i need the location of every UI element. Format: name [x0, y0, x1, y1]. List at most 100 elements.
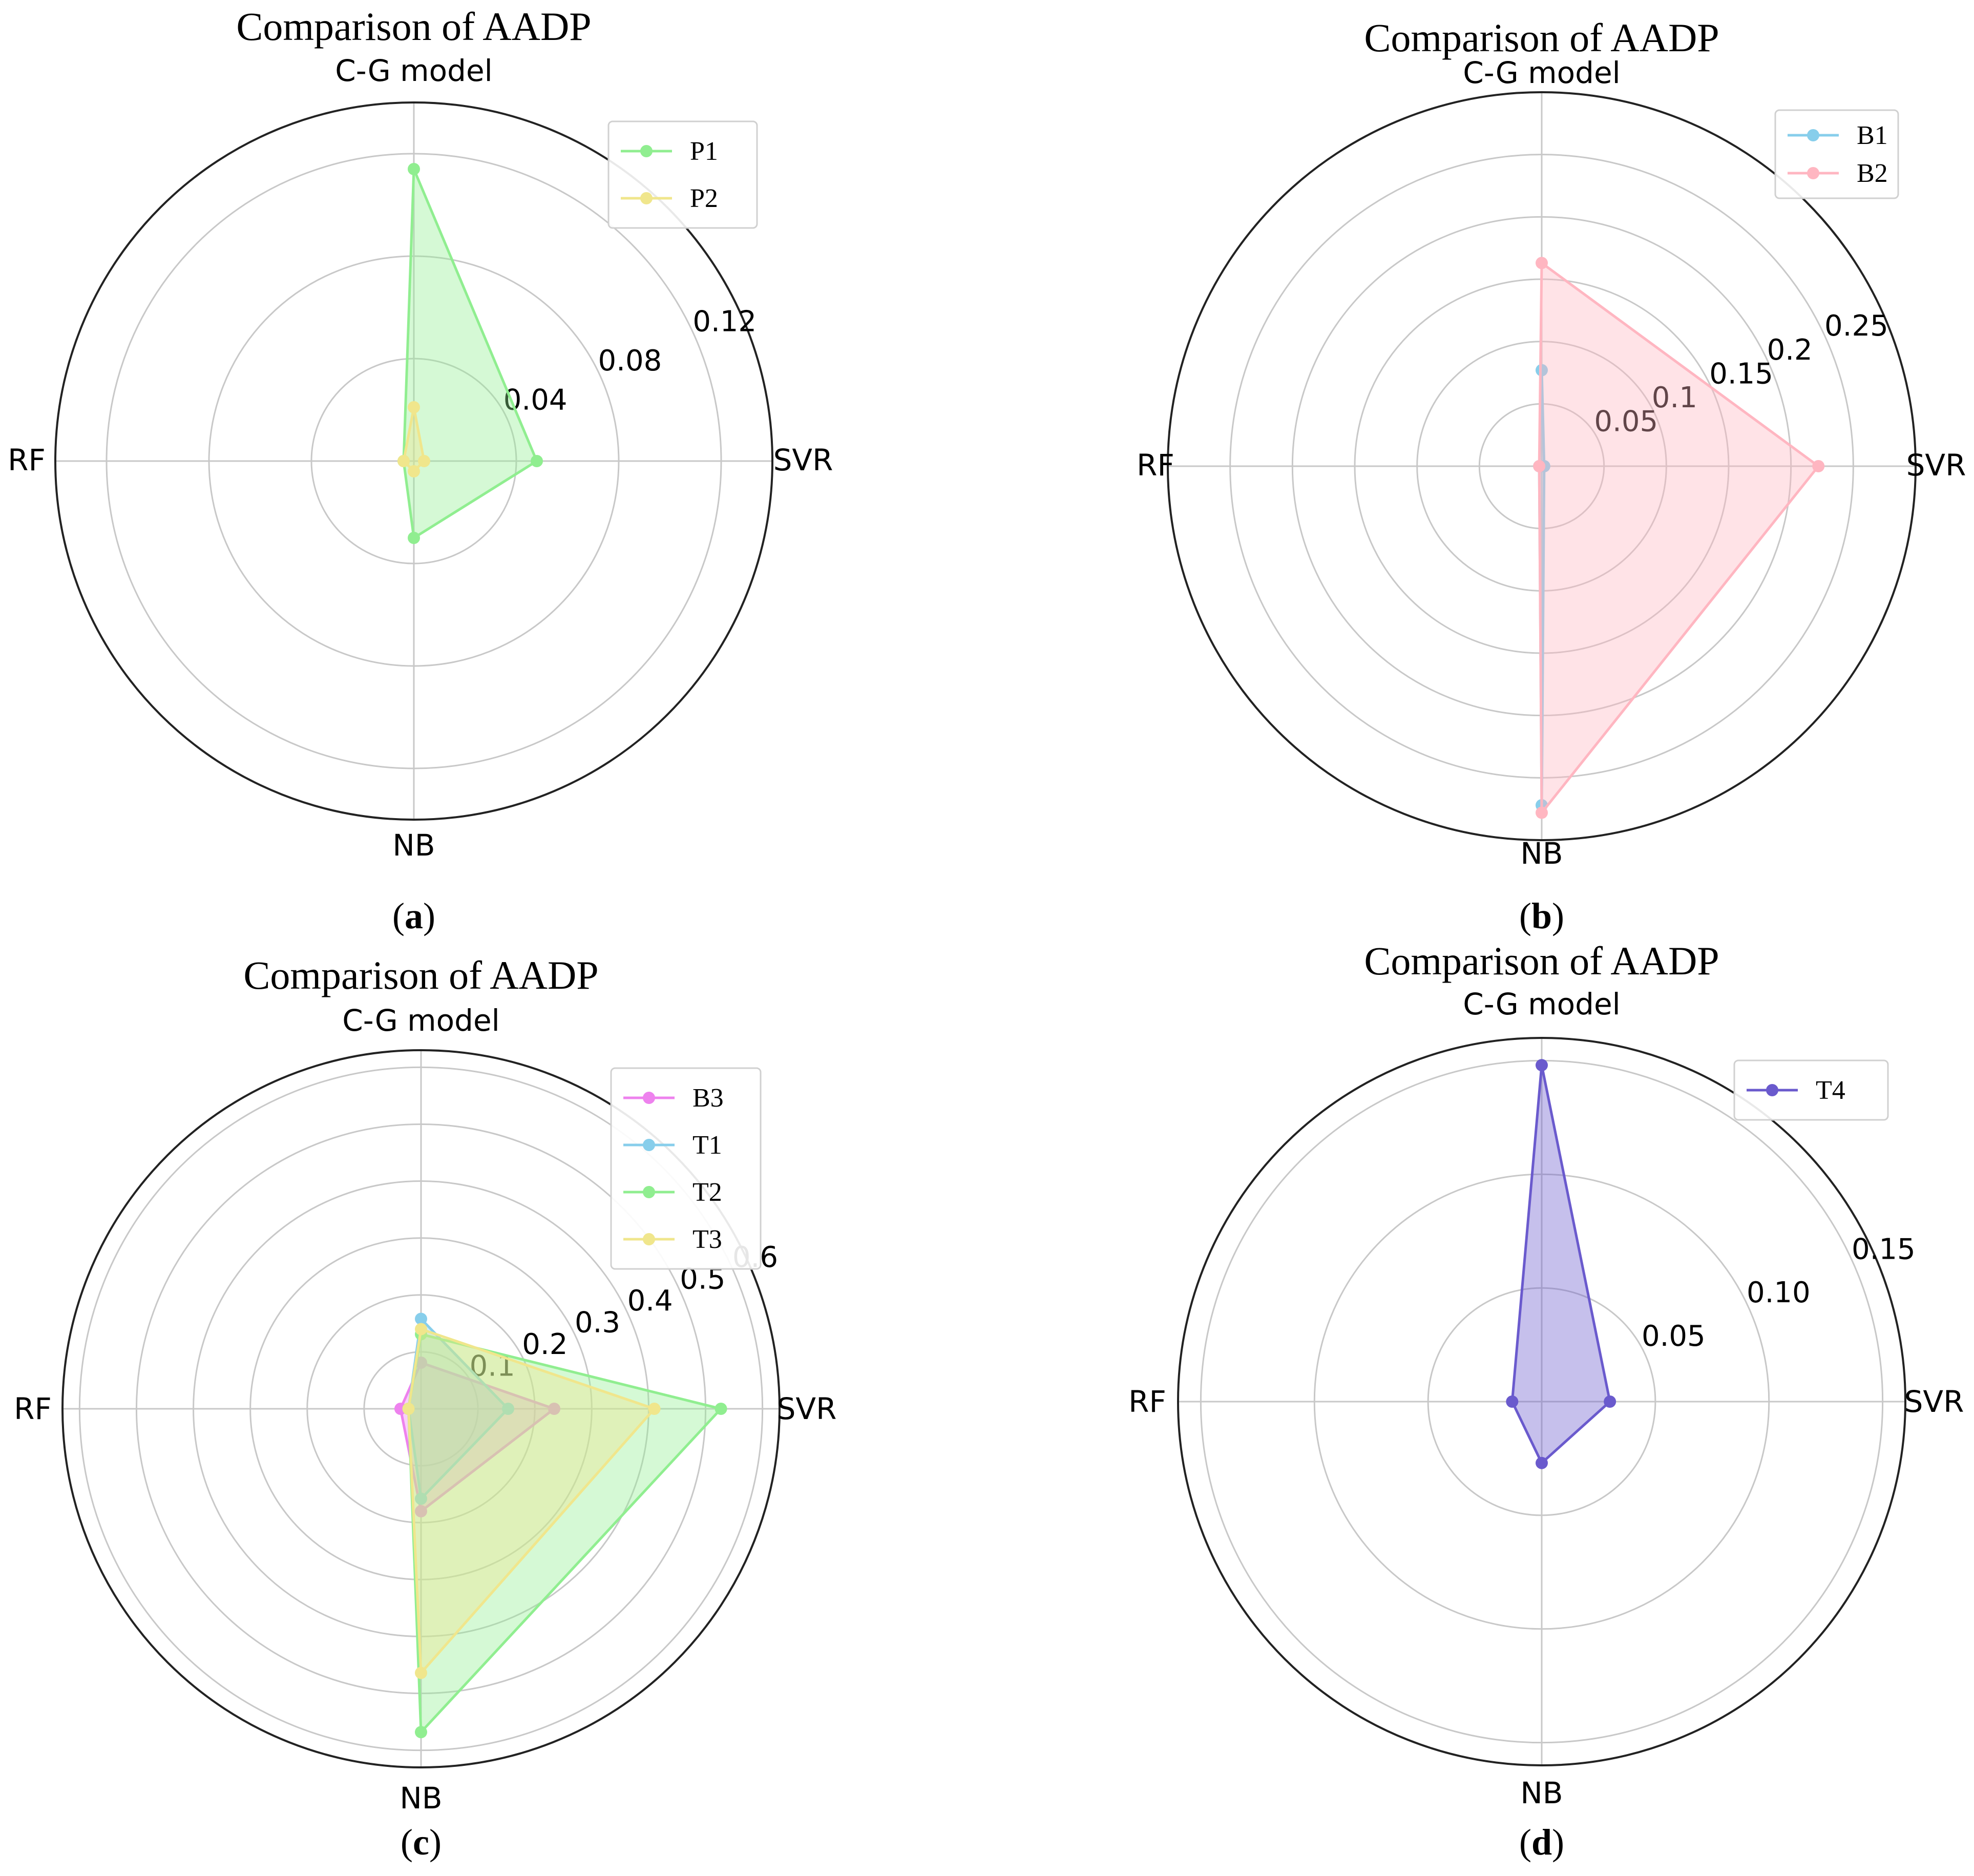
grid-ring [1313, 1173, 1770, 1630]
tick-label: 0.2 [1767, 333, 1813, 367]
caption-paren-close: ) [1552, 895, 1564, 936]
legend-label-T4: T4 [1816, 1076, 1845, 1105]
radar-panel-b: 0.050.1 0.150.2 0.25 C-G model SVR NB RF Compar… [1137, 15, 1966, 936]
axis-label-nb: NB [1520, 1776, 1563, 1810]
grid-ring [310, 358, 517, 565]
tick-label: 0.15 [1709, 357, 1773, 390]
data-point-P1-top [408, 163, 420, 175]
legend-marker-T3 [643, 1233, 655, 1245]
legend-label-B3: B3 [692, 1083, 724, 1113]
caption-letter: c [413, 1822, 429, 1863]
grid-ring [1427, 1287, 1656, 1516]
data-point-T4-rf [1506, 1395, 1519, 1408]
data-point-B2-rf [1533, 460, 1546, 472]
tick-label: 0.08 [598, 344, 662, 378]
tick-label: 0.3 [575, 1306, 620, 1339]
chart-title: Comparison of AADP [236, 4, 591, 49]
legend: T4 [1733, 1059, 1889, 1121]
caption-letter: b [1531, 895, 1552, 936]
data-point-B1-top [1536, 364, 1548, 377]
legend: P1 P2 [607, 120, 758, 229]
outer-circle [54, 101, 773, 821]
axis-label-rf: RF [1128, 1384, 1166, 1419]
legend-marker-T1 [643, 1139, 655, 1151]
data-point-T1-svr [502, 1403, 514, 1415]
axis-label-svr: SVR [1904, 1384, 1964, 1419]
data-point-P2-svr [418, 455, 430, 467]
data-point-T3-svr [648, 1403, 661, 1415]
grid-ring [78, 1066, 764, 1752]
legend-label-T1: T1 [692, 1131, 722, 1160]
data-point-T1-nb [415, 1492, 427, 1505]
axis-label-cg-model: C-G model [1463, 987, 1621, 1022]
caption-paren-close: ) [1552, 1822, 1564, 1863]
axis-label-svr: SVR [773, 443, 833, 477]
legend-label-T3: T3 [692, 1225, 722, 1254]
axis-label-rf: RF [1137, 448, 1174, 483]
data-point-B3-svr [548, 1403, 560, 1415]
chart-title: Comparison of AADP [1364, 939, 1719, 983]
grid-ring [135, 1123, 707, 1695]
tick-label: 0.2 [522, 1328, 568, 1361]
radar-panel-a: 0.04 0.08 0.12 C-G model SVR NB RF Comparison o… [8, 4, 833, 936]
axis-label-svr: SVR [777, 1391, 837, 1426]
tick-label: 0.04 [503, 383, 568, 416]
legend-label-P1: P1 [690, 137, 718, 166]
legend-box [1733, 1059, 1889, 1121]
data-point-T4-top [1536, 1059, 1548, 1072]
data-point-P1-nb [408, 532, 420, 544]
legend-marker-B1 [1807, 129, 1819, 141]
grid-ring [249, 1237, 593, 1580]
axis-label-rf: RF [14, 1391, 52, 1426]
data-point-T4-nb [1536, 1456, 1548, 1469]
axis-label-cg-model: C-G model [335, 53, 493, 88]
legend-marker-T4 [1766, 1084, 1778, 1096]
axis-label-svr: SVR [1906, 448, 1966, 483]
tick-label: 0.10 [1747, 1276, 1811, 1309]
legend-label-B1: B1 [1857, 121, 1888, 150]
legend-label-P2: P2 [690, 184, 718, 213]
tick-label: 0.12 [692, 305, 757, 338]
data-point-P2-top [408, 401, 420, 413]
caption-paren-close: ) [429, 1822, 442, 1863]
data-point-B2-svr [1812, 460, 1825, 472]
tick-label: 0.05 [1594, 405, 1658, 438]
caption-paren-open: ( [1519, 895, 1531, 936]
radar-panel-c: 0.10.20.30.40.50.6C-G modelSVRNBRFCompar… [14, 953, 836, 1863]
chart-title: Comparison of AADP [1364, 15, 1719, 60]
legend-marker-B2 [1807, 167, 1819, 179]
chart-title: Comparison of AADP [243, 953, 598, 997]
legend-label-T2: T2 [692, 1178, 722, 1207]
caption-paren-open: ( [392, 895, 405, 936]
data-point-T4-svr [1604, 1395, 1616, 1408]
panel-caption: (b) [1519, 895, 1564, 936]
legend-box [607, 120, 758, 229]
outer-circle [1177, 1037, 1906, 1766]
panel-caption: (a) [392, 895, 435, 936]
tick-label: 0.15 [1852, 1233, 1916, 1266]
axis-label-nb: NB [1520, 836, 1563, 871]
legend: B3 T1 T2 T3 [610, 1067, 762, 1270]
axis-label-nb: NB [400, 1781, 442, 1816]
data-point-P1-svr [531, 455, 543, 467]
data-point-T2-nb [415, 1726, 427, 1739]
legend-marker-P2 [640, 192, 653, 204]
data-point-T3-nb [415, 1666, 427, 1679]
caption-letter: a [405, 895, 423, 936]
tick-label: 0.05 [1642, 1320, 1706, 1353]
axis-label-cg-model: C-G model [342, 1003, 500, 1038]
caption-paren-open: ( [1519, 1822, 1531, 1863]
data-point-P2-rf [397, 455, 410, 467]
grid-ring [363, 1351, 479, 1467]
caption-paren-open: ( [401, 1822, 413, 1863]
legend-marker-B3 [643, 1092, 655, 1104]
legend-label-B2: B2 [1857, 159, 1888, 188]
axis-label-rf: RF [8, 443, 46, 477]
data-point-P2-nb [408, 465, 420, 477]
grid-ring [306, 1294, 536, 1524]
tick-label: 0.25 [1824, 309, 1888, 343]
tick-label: 0.4 [627, 1284, 673, 1318]
panel-caption: (d) [1519, 1822, 1564, 1863]
